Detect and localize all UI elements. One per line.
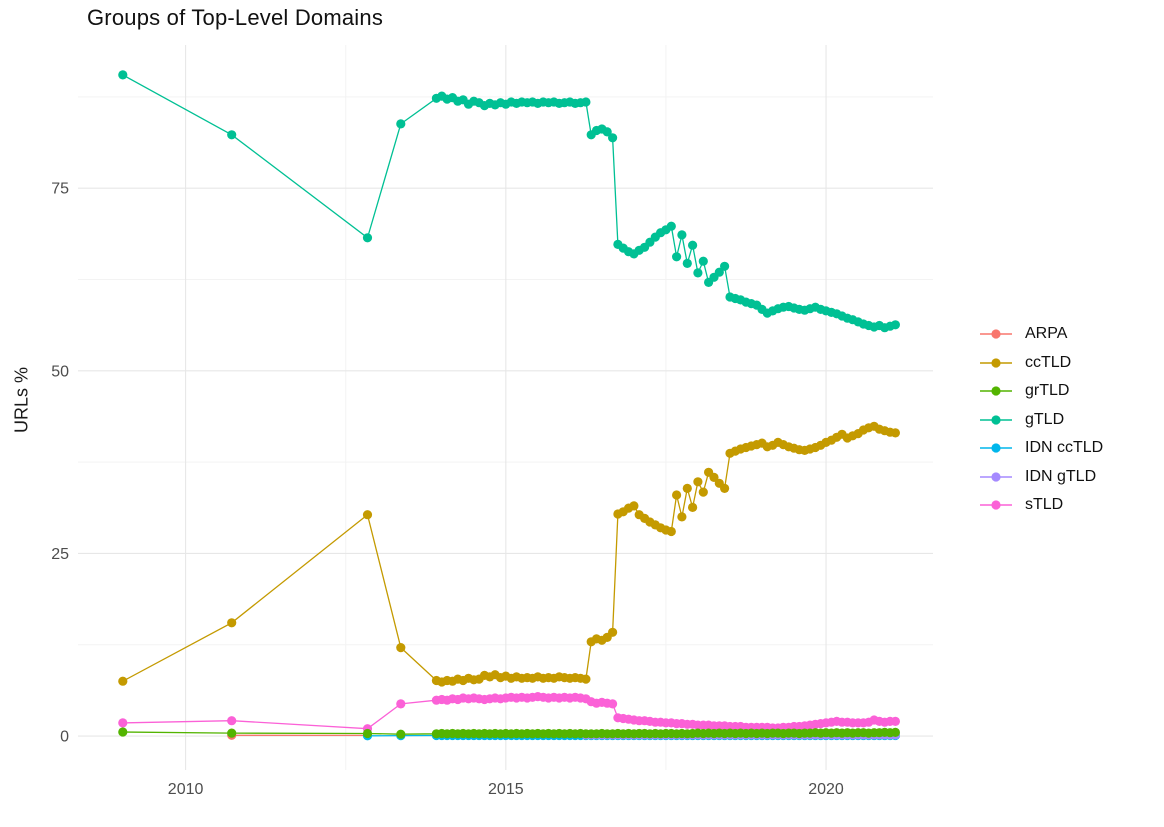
data-point: [890, 320, 901, 330]
legend-item-cctld: ccTLD: [979, 349, 1103, 378]
x-tick-label: 2020: [808, 781, 844, 798]
data-point: [227, 728, 237, 738]
y-tick-label: 0: [60, 729, 69, 746]
data-point: [672, 252, 682, 262]
data-point: [693, 477, 703, 487]
data-point: [602, 127, 612, 137]
legend-item-idn-gtld: IDN gTLD: [979, 463, 1103, 492]
data-point: [118, 676, 128, 686]
data-point: [677, 230, 687, 240]
data-point: [688, 502, 698, 512]
data-point: [608, 627, 618, 637]
data-point: [362, 233, 373, 243]
data-point: [396, 119, 406, 129]
data-point: [890, 727, 901, 738]
data-point: [672, 490, 682, 500]
data-point: [890, 716, 901, 727]
y-tick-label: 75: [51, 181, 69, 198]
legend-label: IDN ccTLD: [1025, 439, 1104, 457]
legend-key-icon: [980, 386, 1012, 396]
legend-item-stld: sTLD: [979, 491, 1103, 520]
data-point: [698, 256, 708, 266]
legend-label: gTLD: [1025, 410, 1065, 428]
series-cctld: [118, 421, 901, 687]
legend-key-icon: [980, 472, 1012, 482]
data-point: [581, 97, 591, 107]
data-point: [227, 716, 237, 726]
legend-item-gtld: gTLD: [979, 406, 1103, 435]
data-point: [698, 487, 708, 497]
y-axis-title: URLs %: [11, 366, 32, 434]
data-point: [629, 501, 639, 511]
data-point: [682, 483, 692, 493]
data-point: [581, 674, 591, 684]
y-tick-label: 25: [51, 546, 69, 563]
y-tick-label: 50: [51, 363, 69, 380]
data-point: [666, 221, 676, 231]
series-line: [122, 74, 896, 329]
series-arpa: [227, 730, 373, 741]
legend-item-grtld: grTLD: [979, 377, 1103, 406]
data-point: [396, 729, 406, 739]
data-point: [362, 728, 373, 739]
data-point: [396, 699, 406, 709]
data-point: [720, 261, 730, 271]
data-point: [118, 718, 128, 728]
legend-key-icon: [980, 415, 1012, 425]
legend-label: ARPA: [1025, 325, 1068, 343]
series-line: [122, 425, 896, 683]
data-point: [709, 472, 719, 482]
data-point: [688, 240, 698, 250]
series-grtld: [118, 727, 901, 739]
legend-item-arpa: ARPA: [979, 320, 1103, 349]
legend-label: IDN gTLD: [1025, 467, 1097, 485]
series-gtld: [118, 70, 901, 333]
data-point: [890, 428, 901, 438]
data-point: [608, 699, 618, 709]
data-point: [666, 526, 676, 537]
data-point: [682, 258, 692, 268]
x-tick-label: 2010: [168, 781, 204, 798]
data-point: [362, 510, 373, 520]
data-point: [227, 618, 237, 628]
data-point: [677, 512, 687, 522]
data-point: [720, 483, 730, 493]
legend-item-idn-cctld: IDN ccTLD: [979, 434, 1103, 463]
legend-label: grTLD: [1025, 382, 1070, 400]
legend-label: ccTLD: [1025, 353, 1072, 371]
chart-title: Groups of Top-Level Domains: [87, 5, 384, 30]
legend-key-icon: [980, 329, 1012, 339]
data-point: [118, 727, 128, 737]
data-point: [608, 133, 618, 143]
data-point: [693, 268, 703, 278]
data-point: [714, 267, 724, 277]
legend: ARPA ccTLD grTLD gTLD IDN ccTLD IDN gTLD sTLD: [979, 320, 1103, 520]
legend-key-icon: [980, 500, 1012, 510]
data-point: [227, 130, 237, 140]
data-point: [118, 70, 128, 80]
x-tick-label: 2015: [488, 781, 524, 798]
legend-key-icon: [980, 443, 1012, 453]
legend-key-icon: [980, 358, 1012, 368]
series-stld: [118, 692, 901, 734]
legend-label: sTLD: [1025, 496, 1064, 514]
data-point: [396, 643, 406, 653]
